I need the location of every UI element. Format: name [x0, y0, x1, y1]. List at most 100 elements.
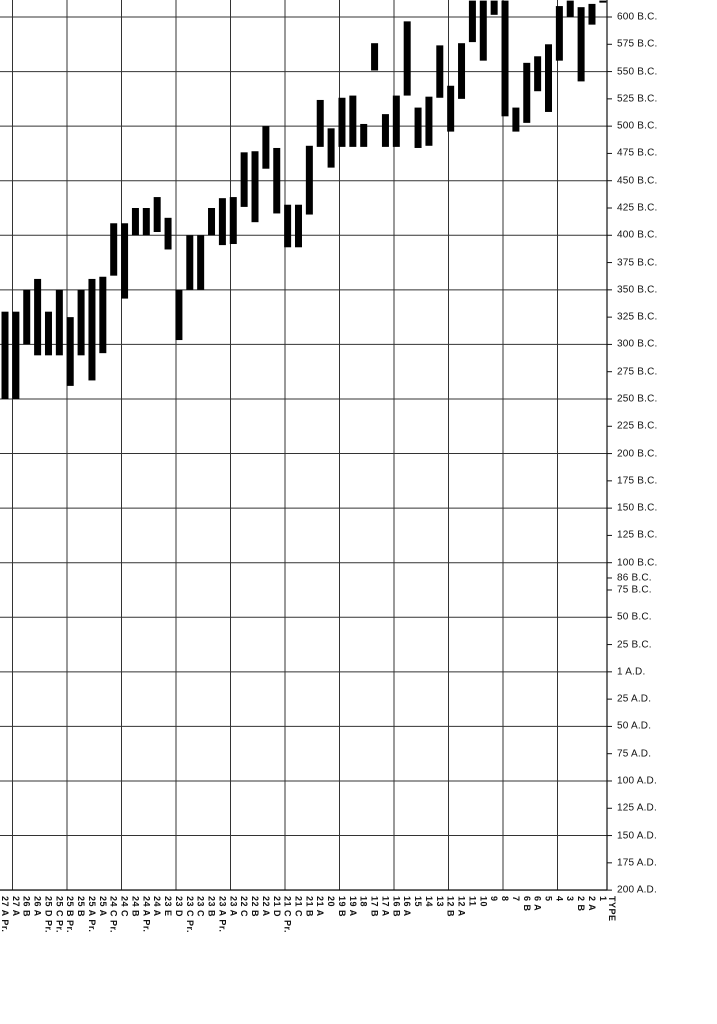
- y-tick-label: 200 A.D.: [617, 884, 657, 896]
- y-tick-label: 575 B.C.: [617, 38, 658, 50]
- x-tick-label: 23 E: [163, 896, 174, 917]
- x-tick-label: 21 A: [315, 896, 326, 917]
- x-tick-label: 24 A Pr.: [141, 896, 152, 933]
- x-tick-label: 14: [423, 896, 434, 908]
- range-bar: [555, 6, 563, 61]
- x-tick-label: 22 C: [239, 896, 250, 918]
- range-bar: [153, 197, 161, 233]
- range-bar: [360, 123, 368, 147]
- x-tick-label: 25 A Pr.: [86, 896, 97, 933]
- x-tick-label: 17 B: [369, 896, 380, 918]
- x-tick-label: 18: [358, 896, 369, 908]
- y-tick-label: 50 A.D.: [617, 720, 652, 732]
- x-tick-label: 5: [543, 896, 554, 902]
- x-tick-label: 13: [434, 896, 445, 908]
- range-bar: [316, 99, 324, 147]
- y-tick-label: 1 A.D.: [617, 666, 646, 678]
- y-tick-label: 86 B.C.: [617, 572, 652, 584]
- y-tick-label: 500 B.C.: [617, 120, 658, 132]
- range-bar: [414, 107, 422, 148]
- x-tick-label: 24 C: [119, 896, 130, 918]
- x-tick-label: 24 C Pr.: [108, 896, 119, 934]
- y-tick-label: 75 B.C.: [617, 584, 652, 596]
- range-bar: [512, 107, 520, 132]
- x-tick-label: 26 B: [21, 896, 32, 918]
- range-bar: [447, 85, 455, 132]
- y-tick-label: 225 B.C.: [617, 420, 658, 432]
- y-tick-label: 125 B.C.: [617, 529, 658, 541]
- x-tick-label: 9: [489, 896, 500, 902]
- range-bar: [66, 317, 74, 386]
- x-tick-label: 3: [565, 896, 576, 902]
- range-bar: [403, 21, 411, 96]
- range-bar: [284, 204, 292, 248]
- x-tick-label: 21 D: [271, 896, 282, 918]
- x-tick-label: 12 B: [445, 896, 456, 918]
- range-bar: [468, 0, 476, 43]
- x-tick-label: 7: [510, 896, 521, 902]
- range-bar: [208, 207, 216, 236]
- x-tick-label: 23 D: [173, 896, 184, 918]
- y-tick-label: 175 B.C.: [617, 475, 658, 487]
- range-bar: [34, 278, 42, 356]
- range-bar: [566, 0, 574, 18]
- range-bar: [186, 235, 194, 290]
- y-tick-label: 100 A.D.: [617, 775, 657, 787]
- y-axis: [0, 0, 612, 891]
- range-bar: [349, 95, 357, 147]
- x-tick-label: 21 C: [293, 896, 304, 918]
- x-tick-label: 15: [413, 896, 424, 908]
- range-bar: [251, 151, 259, 223]
- x-tick-label: 24 B: [130, 896, 141, 918]
- y-tick-label: 300 B.C.: [617, 338, 658, 350]
- x-tick-label: 25 B Pr.: [65, 896, 76, 934]
- y-tick-label: 175 A.D.: [617, 857, 657, 869]
- x-tick-label: 25 A: [97, 896, 108, 917]
- y-tick-label: 250 B.C.: [617, 393, 658, 405]
- y-tick-label: 325 B.C.: [617, 311, 658, 323]
- x-tick-label: 27 A: [10, 896, 21, 917]
- y-tick-label: 425 B.C.: [617, 202, 658, 214]
- grid: [0, 0, 607, 891]
- x-tick-label: 23 A: [228, 896, 239, 917]
- x-tick-label: 25 C Pr.: [54, 896, 65, 934]
- y-tick-label: 350 B.C.: [617, 284, 658, 296]
- y-tick-label: 600 B.C.: [617, 11, 658, 23]
- x-tick-label: 24 A: [152, 896, 163, 917]
- range-bar: [425, 96, 433, 146]
- range-bar: [294, 204, 302, 248]
- y-tick-label: 475 B.C.: [617, 147, 658, 159]
- x-tick-label: 2 B: [576, 896, 587, 912]
- range-bar: [88, 278, 96, 381]
- y-tick-label: 400 B.C.: [617, 229, 658, 241]
- range-bar: [218, 198, 226, 246]
- y-tick-label: 75 A.D.: [617, 748, 652, 760]
- range-bar: [44, 311, 52, 356]
- range-bar: [381, 114, 389, 147]
- range-bar: [131, 207, 139, 236]
- range-bar: [110, 223, 118, 276]
- range-bar: [23, 289, 31, 345]
- range-bar: [164, 217, 172, 250]
- range-bar: [599, 0, 607, 3]
- y-tick-label: 100 B.C.: [617, 557, 658, 569]
- x-axis-title: TYPE: [607, 896, 617, 922]
- range-bar: [55, 289, 63, 356]
- x-tick-label: 20: [326, 896, 337, 908]
- range-bar: [77, 289, 85, 356]
- x-tick-label: 2 A: [586, 896, 597, 912]
- x-tick-label: 22 B: [250, 896, 260, 918]
- range-bar: [501, 0, 509, 117]
- y-tick-label: 525 B.C.: [617, 93, 658, 105]
- range-bar: [588, 3, 596, 25]
- x-tick-label: 19 A: [347, 896, 358, 917]
- range-bar: [197, 235, 205, 290]
- range-bar: [327, 128, 335, 168]
- range-bar: [338, 97, 346, 147]
- range-bar: [121, 223, 129, 299]
- y-tick-label: 275 B.C.: [617, 366, 658, 378]
- x-tick-label: 16 A: [402, 896, 413, 917]
- x-tick-label: 6 B: [521, 896, 532, 912]
- range-bar: [545, 44, 552, 112]
